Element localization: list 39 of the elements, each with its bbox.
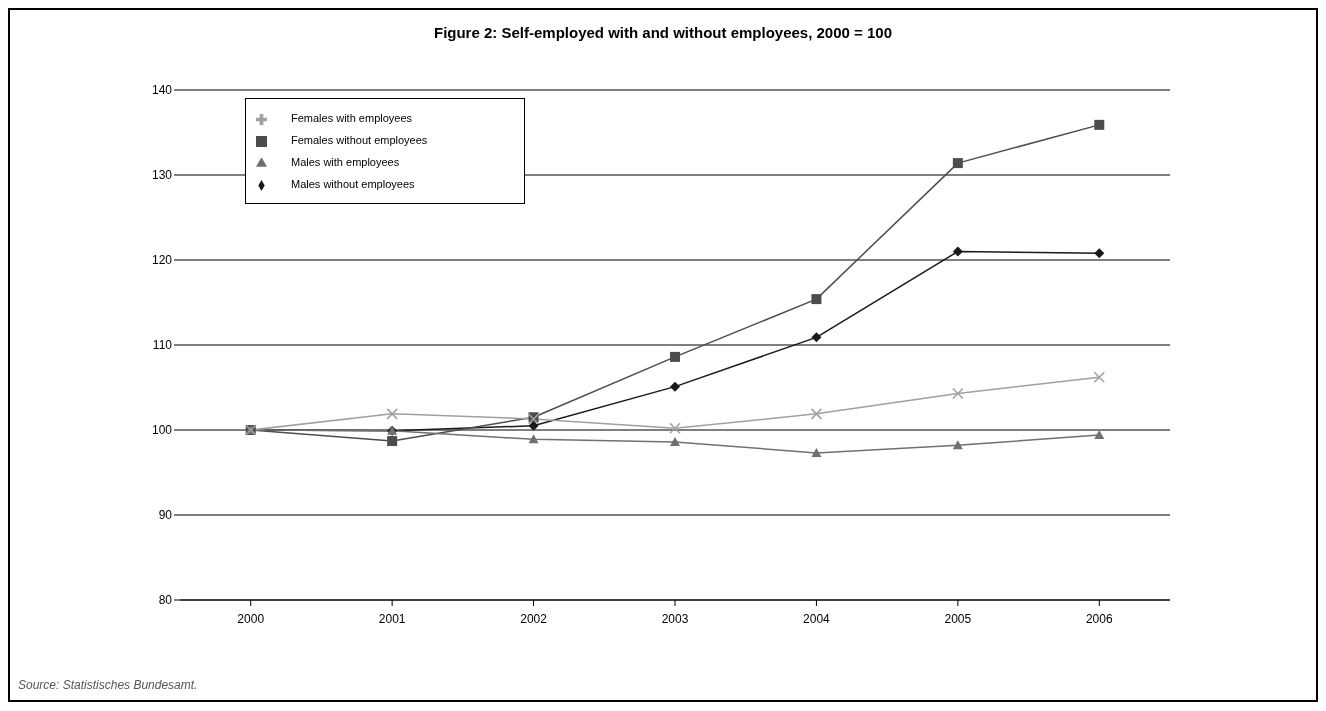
y-tick-label: 100 xyxy=(151,423,173,438)
point xyxy=(670,381,680,392)
point xyxy=(670,351,680,362)
legend-label: Males with employees xyxy=(291,156,400,168)
point xyxy=(528,434,539,444)
point xyxy=(669,422,681,435)
y-tick-label: 120 xyxy=(151,253,173,268)
point xyxy=(811,294,822,305)
y-tick-label: 80 xyxy=(158,593,173,608)
point xyxy=(1094,248,1105,259)
y-tick-label: 90 xyxy=(158,508,173,523)
x-tick-label: 2005 xyxy=(944,611,972,626)
chart-title: Figure 2: Self-employed with and without employees, 2000 = 100 xyxy=(432,24,893,41)
point xyxy=(952,246,963,257)
x-tick-label: 2001 xyxy=(378,611,406,626)
point xyxy=(387,436,398,447)
x-tick-label: 2006 xyxy=(1085,611,1113,626)
point xyxy=(670,436,680,446)
point xyxy=(811,447,822,457)
x-tick-label: 2002 xyxy=(520,611,548,626)
legend-label: Males without employees xyxy=(291,178,415,190)
point xyxy=(1094,119,1105,130)
y-tick-label: 140 xyxy=(151,83,173,98)
point xyxy=(952,440,963,450)
point xyxy=(952,158,963,169)
x-tick-label: 2004 xyxy=(803,611,831,626)
point xyxy=(811,332,822,343)
legend-label: Females with employees xyxy=(291,112,413,124)
y-tick-label: 110 xyxy=(152,338,173,353)
x-tick-label: 2000 xyxy=(237,611,265,626)
source-note: Source: Statistisches Bundesamt. xyxy=(18,678,198,692)
point xyxy=(1093,371,1106,384)
legend-label: Females without employees xyxy=(291,134,428,146)
y-tick-label: 130 xyxy=(151,168,173,183)
point xyxy=(1094,430,1105,440)
point xyxy=(952,387,964,400)
x-tick-label: 2003 xyxy=(661,611,689,626)
point xyxy=(386,408,398,420)
point xyxy=(810,408,823,420)
